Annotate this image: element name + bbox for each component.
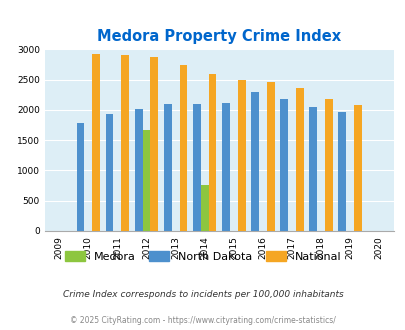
Title: Medora Property Crime Index: Medora Property Crime Index: [97, 29, 341, 44]
Bar: [142, 130, 150, 231]
Bar: [121, 55, 129, 231]
Bar: [250, 92, 258, 231]
Bar: [237, 80, 245, 231]
Bar: [105, 114, 113, 231]
Bar: [222, 103, 229, 231]
Bar: [76, 123, 84, 231]
Legend: Medora, North Dakota, National: Medora, North Dakota, National: [60, 247, 345, 267]
Bar: [309, 107, 316, 231]
Bar: [192, 104, 200, 231]
Bar: [208, 74, 216, 231]
Bar: [279, 98, 287, 231]
Bar: [266, 82, 274, 231]
Bar: [150, 57, 158, 231]
Bar: [295, 88, 303, 231]
Bar: [179, 65, 187, 231]
Bar: [353, 105, 361, 231]
Bar: [92, 54, 100, 231]
Bar: [163, 104, 171, 231]
Bar: [134, 109, 142, 231]
Bar: [200, 185, 208, 231]
Bar: [337, 112, 345, 231]
Text: © 2025 CityRating.com - https://www.cityrating.com/crime-statistics/: © 2025 CityRating.com - https://www.city…: [70, 316, 335, 325]
Text: Crime Index corresponds to incidents per 100,000 inhabitants: Crime Index corresponds to incidents per…: [62, 290, 343, 299]
Bar: [324, 98, 332, 231]
